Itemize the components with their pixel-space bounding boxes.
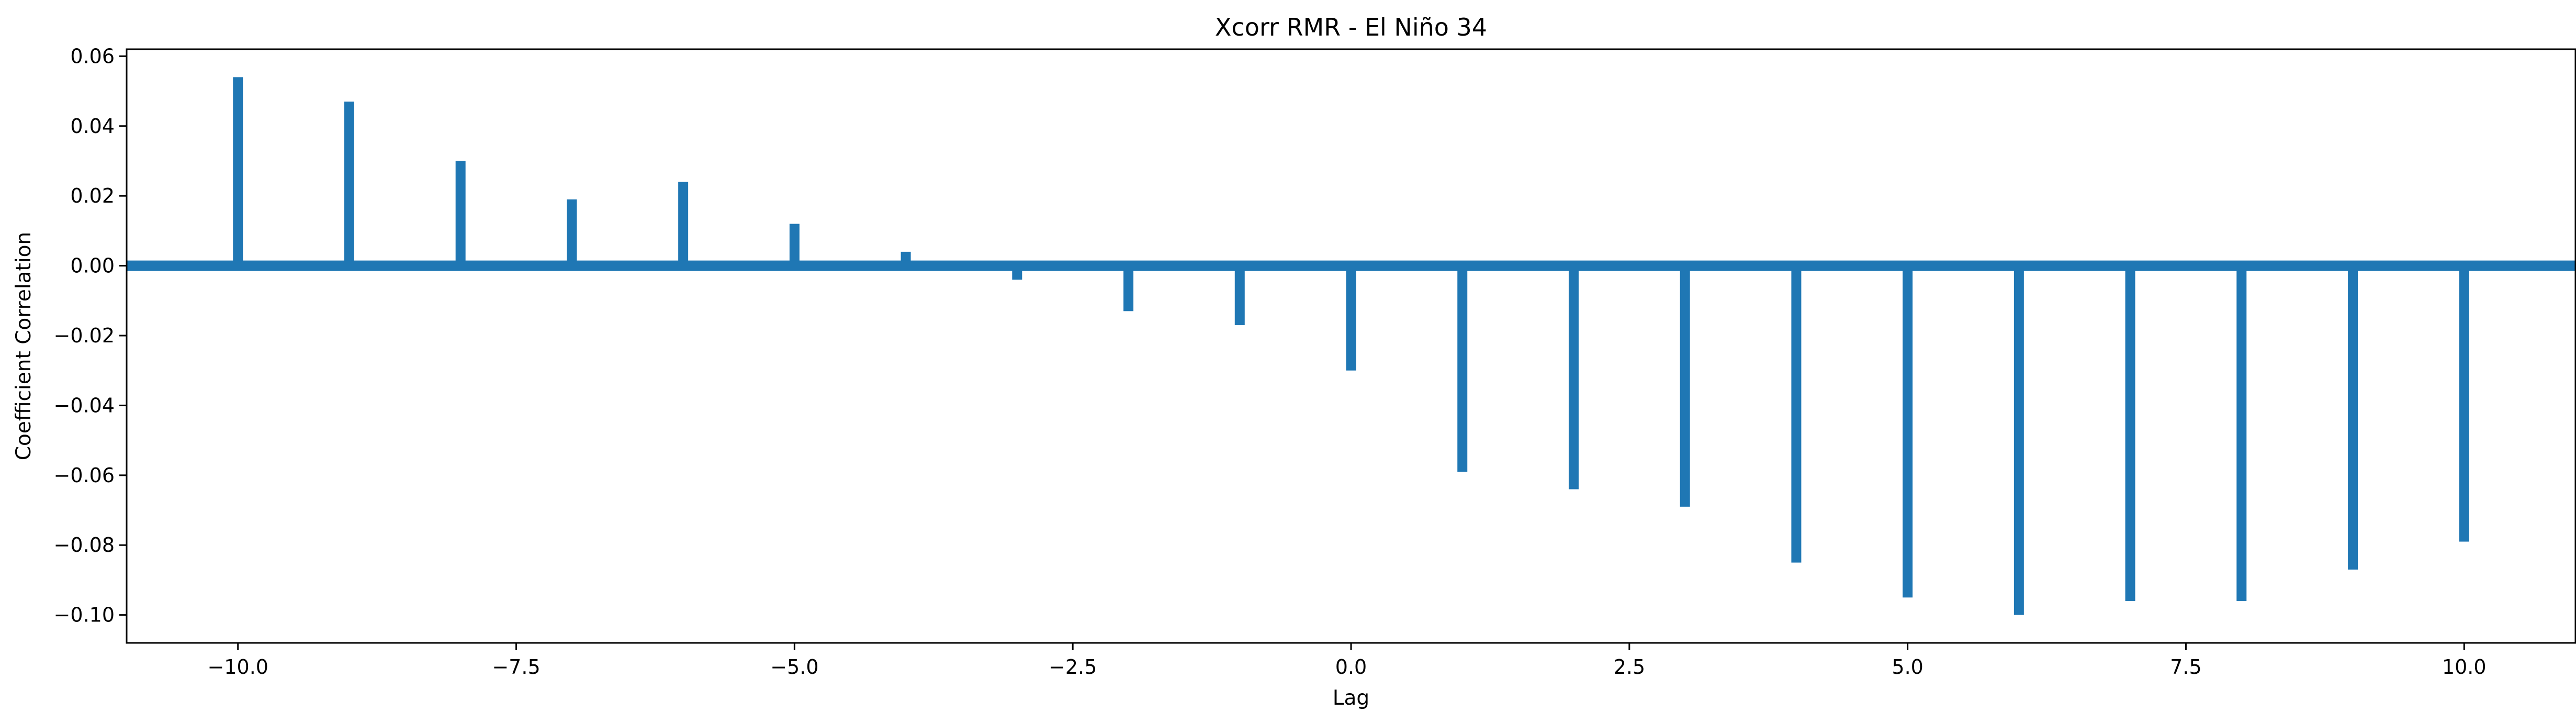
bar-lag-9 [2348,265,2358,570]
x-tick-label: −10.0 [208,655,268,678]
plot-area [127,77,2575,615]
bar-lag-3 [1680,265,1690,507]
x-tick-label: −5.0 [770,655,818,678]
bar-lag-0 [1346,265,1356,371]
bar-lag-neg-2 [1123,265,1134,312]
y-tick-label: −0.08 [54,533,115,557]
bar-lag-neg-1 [1234,265,1245,325]
bar-lag-neg-10 [233,77,243,266]
y-axis-label: Coefficient Correlation [12,232,36,461]
y-tick-label: −0.02 [54,324,115,347]
x-tick-label: 2.5 [1614,655,1645,678]
y-tick-label: 0.06 [70,45,115,68]
bar-lag-neg-9 [344,102,354,266]
bar-lag-6 [2013,265,2024,615]
bar-lag-neg-6 [678,182,689,266]
y-tick-label: −0.06 [54,464,115,487]
x-tick-label: 10.0 [2442,655,2487,678]
x-tick-label: 5.0 [1892,655,1923,678]
bar-lag-2 [1568,265,1579,490]
y-tick-label: 0.00 [70,254,115,277]
y-tick-label: −0.04 [54,394,115,417]
x-axis: −10.0 −7.5 −5.0 −2.5 0.0 2.5 5.0 7.5 10.0 [208,643,2487,678]
bar-lag-4 [1791,265,1802,563]
y-tick-label: 0.02 [70,184,115,207]
x-tick-label: 7.5 [2170,655,2201,678]
bar-lag-neg-8 [455,161,466,266]
bar-lag-8 [2236,265,2247,601]
bar-lag-neg-7 [567,199,577,266]
chart-title: Xcorr RMR - El Niño 34 [1215,13,1487,41]
x-tick-label: −2.5 [1049,655,1097,678]
bar-lag-1 [1457,265,1468,472]
bar-lag-neg-5 [789,224,800,266]
bar-lag-10 [2459,265,2469,542]
x-tick-label: 0.0 [1335,655,1367,678]
bar-lag-7 [2125,265,2135,601]
y-axis: 0.06 0.04 0.02 0.00 −0.02 −0.04 −0.06 −0.08 −0.1… [54,45,127,627]
y-tick-label: 0.04 [70,115,115,138]
y-tick-label: −0.10 [54,604,115,627]
bar-lag-5 [1903,265,1913,598]
x-tick-label: −7.5 [492,655,540,678]
x-axis-label: Lag [1333,686,1369,710]
